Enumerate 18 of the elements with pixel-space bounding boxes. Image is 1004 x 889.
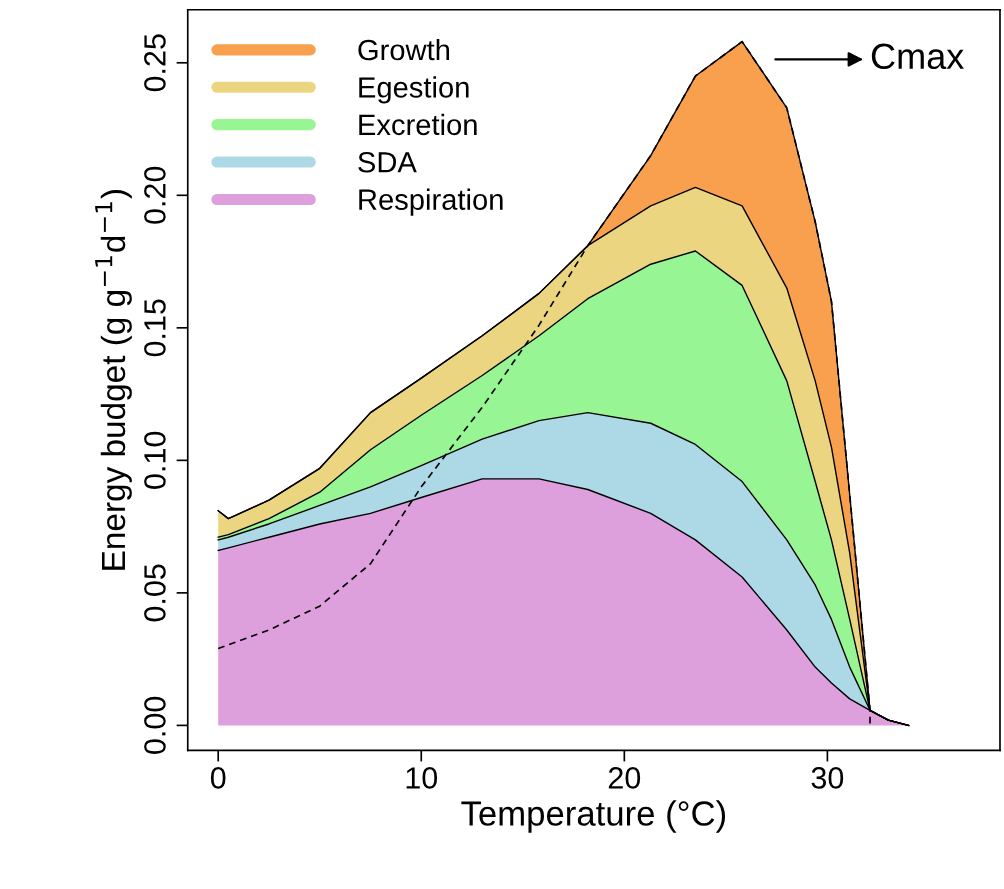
y-tick-label: 0.05 bbox=[144, 564, 166, 622]
y-axis-title: Energy budget (g g$^{−1}$d$^{−1}$) bbox=[95, 190, 132, 570]
x-tick-label: 30 bbox=[811, 767, 844, 789]
y-tick-label: 0.25 bbox=[144, 34, 166, 92]
legend-label: Respiration bbox=[359, 188, 503, 216]
x-tick-label: 0 bbox=[210, 767, 226, 789]
x-tick-label: 10 bbox=[406, 767, 438, 789]
legend-label: Excretion bbox=[359, 113, 477, 136]
x-axis-title: Temperature (°C) bbox=[461, 800, 726, 833]
legend-label: SDA bbox=[358, 151, 417, 173]
x-tick-label: 20 bbox=[608, 767, 641, 789]
y-tick-label: 0.00 bbox=[144, 696, 166, 754]
y-tick-label: 0.10 bbox=[144, 431, 166, 489]
y-tick-label: 0.15 bbox=[144, 299, 166, 357]
y-tick-label: 0.20 bbox=[144, 166, 166, 224]
legend-label: Growth bbox=[358, 38, 450, 61]
legend-label: Egestion bbox=[359, 76, 469, 104]
annotation: Cmax bbox=[871, 43, 964, 70]
